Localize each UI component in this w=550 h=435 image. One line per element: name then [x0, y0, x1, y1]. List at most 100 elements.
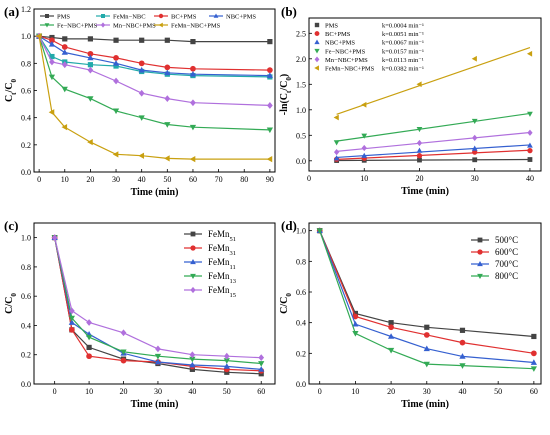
data-point — [49, 37, 55, 44]
data-point — [155, 345, 161, 353]
legend-marker — [314, 39, 320, 45]
x-tick-label: 70 — [215, 175, 223, 184]
series-2 — [333, 142, 533, 161]
data-point — [87, 66, 94, 74]
series-line — [319, 230, 534, 370]
plot-frame — [33, 222, 276, 385]
data-point — [361, 133, 368, 139]
legend-label: Mn−NBC+PMS — [113, 23, 156, 30]
x-tick-label: 10 — [360, 174, 368, 183]
data-point — [189, 70, 197, 77]
data-point — [530, 359, 537, 365]
data-point — [190, 65, 196, 72]
data-point — [333, 140, 340, 146]
data-point — [423, 332, 430, 338]
legend-label: Fe−NBC+PMS — [325, 48, 366, 55]
data-point — [471, 118, 478, 125]
x-axis-label: Time (min) — [401, 399, 449, 410]
legend-item: FeMn15 — [184, 285, 236, 299]
x-tick-label: 50 — [223, 387, 231, 396]
data-point — [138, 66, 145, 73]
y-tick-label: 0.8 — [21, 263, 31, 272]
data-point — [361, 101, 367, 108]
x-tick-label: 0 — [318, 387, 322, 396]
legend-label: Fe−NBC+PMS — [57, 23, 98, 30]
y-tick-label: 1.2 — [21, 5, 31, 14]
legend-label: FeMn−NBC+PMS — [171, 23, 221, 30]
legend-label: NBC+PMS — [226, 14, 256, 21]
legend-marker — [100, 22, 106, 28]
data-point — [51, 234, 58, 242]
legend-item: FeMn−NBC+PMS — [154, 23, 221, 30]
legend-marker — [213, 13, 219, 18]
fit-line — [336, 149, 530, 160]
legend-label: FeMn11 — [208, 257, 236, 271]
legend-marker — [190, 245, 196, 251]
data-point — [48, 41, 56, 47]
x-tick-label: 50 — [163, 175, 171, 184]
data-point — [472, 157, 478, 163]
data-point — [472, 149, 478, 155]
fit-line — [336, 46, 531, 115]
legend-marker — [477, 261, 483, 267]
data-point — [417, 157, 422, 163]
legend-item: Fe−NBC+PMS k=0.0157 min⁻¹ — [314, 48, 424, 55]
data-point — [387, 333, 395, 339]
data-point — [113, 63, 119, 69]
legend-label: 700°C — [495, 259, 518, 269]
x-tick-label: 40 — [526, 174, 534, 183]
data-point — [352, 331, 359, 337]
y-tick-label: 0.6 — [296, 288, 306, 297]
series-line — [54, 237, 262, 375]
data-point — [48, 74, 56, 81]
y-tick-label: 0.2 — [21, 141, 31, 150]
data-point — [333, 155, 340, 161]
data-point — [416, 81, 422, 88]
data-point — [527, 142, 533, 148]
legend-label: 600°C — [495, 247, 518, 257]
data-point — [530, 366, 537, 372]
x-axis-label: Time (min) — [131, 399, 179, 410]
data-point — [62, 36, 68, 42]
legend-k-value: k=0.0004 min⁻¹ — [382, 23, 424, 30]
data-point — [189, 366, 195, 372]
legend-marker — [158, 13, 164, 19]
data-point — [388, 324, 394, 331]
y-tick-label: 2.0 — [296, 55, 306, 64]
data-point — [68, 315, 75, 322]
data-point — [333, 114, 339, 121]
data-point — [361, 152, 368, 158]
x-tick-label: 10 — [61, 175, 69, 184]
legend-marker — [190, 286, 196, 294]
legend-item: Mn−NBC+PMS — [96, 22, 156, 30]
data-point — [527, 129, 533, 136]
y-tick-label: 1.0 — [21, 234, 31, 243]
data-point — [164, 69, 171, 76]
data-point — [258, 366, 265, 372]
y-axis-label: Ct/C0 — [4, 78, 18, 102]
panel-label: (d) — [281, 218, 297, 233]
series-line — [54, 237, 262, 370]
y-tick-label: 0.4 — [21, 321, 31, 330]
series-line — [38, 35, 270, 106]
data-point — [352, 320, 359, 327]
y-axis-label: C/C0 — [279, 293, 293, 314]
data-point — [459, 353, 466, 359]
data-point — [223, 358, 230, 364]
data-point — [189, 155, 196, 163]
legend-item: FeMn11 — [184, 257, 236, 271]
data-point — [68, 319, 75, 325]
data-point — [424, 324, 430, 330]
legend-item: Mn−NBC+PMS k=0.0113 min⁻¹ — [314, 56, 424, 64]
panel-label: (c) — [4, 218, 18, 233]
data-point — [154, 353, 162, 360]
series-line — [54, 237, 262, 372]
legend-item: 800°C — [471, 271, 518, 281]
x-tick-label: 90 — [266, 175, 274, 184]
legend-label: FeMn31 — [208, 243, 236, 257]
legend-k-value: k=0.0157 min⁻¹ — [382, 48, 424, 55]
data-point — [69, 326, 75, 333]
data-point — [527, 157, 533, 162]
legend-label: PMS — [57, 14, 70, 21]
legend-item: PMS — [40, 14, 70, 21]
